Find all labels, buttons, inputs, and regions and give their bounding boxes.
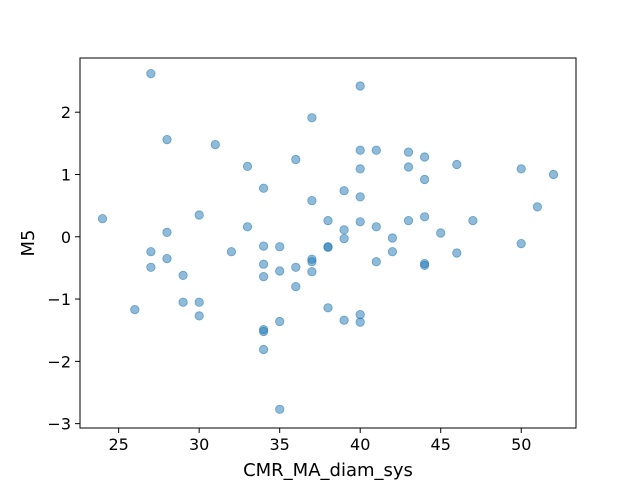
scatter-point bbox=[162, 254, 172, 264]
scatter-point bbox=[419, 212, 430, 222]
y-axis-label: M5 bbox=[18, 230, 39, 257]
scatter-point bbox=[355, 164, 365, 174]
scatter-point bbox=[387, 233, 397, 243]
scatter-point bbox=[97, 214, 108, 224]
scatter-point bbox=[355, 192, 365, 202]
scatter-point bbox=[146, 262, 156, 272]
scatter-point bbox=[275, 242, 285, 252]
scatter-point bbox=[323, 216, 333, 226]
scatter-point bbox=[162, 135, 172, 145]
y-axis: −3 −2 −1 0 1 2 bbox=[47, 103, 80, 434]
scatter-point bbox=[275, 316, 285, 327]
x-tick-label: 45 bbox=[431, 435, 451, 454]
x-tick-label: 25 bbox=[108, 435, 128, 454]
y-tick-label: 0 bbox=[61, 228, 71, 247]
scatter-point bbox=[323, 242, 333, 252]
scatter-point bbox=[436, 228, 446, 238]
scatter-point bbox=[355, 317, 365, 327]
scatter-point bbox=[419, 174, 430, 185]
scatter-point bbox=[307, 113, 317, 123]
x-axis: 25 30 35 40 45 50 bbox=[108, 428, 531, 454]
x-tick-label: 35 bbox=[270, 435, 290, 454]
scatter-point bbox=[355, 81, 365, 91]
scatter-point bbox=[258, 259, 269, 269]
scatter-point bbox=[419, 260, 430, 270]
scatter-point bbox=[307, 196, 317, 206]
y-tick-label: −3 bbox=[47, 415, 71, 434]
scatter-point bbox=[339, 225, 349, 235]
scatter-point bbox=[355, 217, 365, 227]
scatter-point bbox=[307, 267, 317, 277]
scatter-point bbox=[339, 234, 349, 244]
x-axis-label: CMR_MA_diam_sys bbox=[243, 460, 413, 480]
scatter-point bbox=[291, 154, 301, 165]
scatter-point bbox=[307, 257, 317, 267]
scatter-point bbox=[452, 248, 462, 258]
scatter-point bbox=[258, 241, 269, 251]
x-tick-label: 50 bbox=[511, 435, 531, 454]
scatter-point bbox=[468, 216, 478, 226]
scatter-point bbox=[387, 247, 397, 257]
scatter-point bbox=[194, 311, 204, 321]
scatter-point bbox=[516, 164, 526, 174]
scatter-point bbox=[275, 266, 285, 276]
scatter-point bbox=[371, 257, 381, 267]
scatter-point bbox=[403, 216, 414, 226]
x-tick-label: 30 bbox=[189, 435, 209, 454]
scatter-point bbox=[403, 147, 414, 157]
scatter-point bbox=[275, 404, 285, 414]
scatter-point bbox=[258, 326, 269, 337]
scatter-point bbox=[403, 162, 414, 172]
y-tick-label: −1 bbox=[47, 290, 71, 309]
scatter-point bbox=[194, 210, 204, 220]
scatter-point bbox=[178, 297, 188, 307]
scatter-point bbox=[339, 315, 349, 325]
scatter-point bbox=[516, 239, 526, 249]
scatter-point bbox=[452, 159, 462, 170]
scatter-point bbox=[178, 270, 188, 280]
scatter-point bbox=[291, 281, 301, 292]
scatter-point bbox=[355, 145, 365, 155]
scatter-point bbox=[226, 247, 236, 257]
scatter-point bbox=[258, 183, 269, 193]
scatter-point bbox=[146, 69, 156, 79]
y-tick-label: 2 bbox=[61, 103, 71, 122]
scatter-point bbox=[194, 297, 204, 307]
scatter-point bbox=[242, 222, 253, 232]
scatter-point bbox=[258, 271, 269, 282]
scatter-point bbox=[371, 145, 381, 155]
x-tick-label: 40 bbox=[350, 435, 370, 454]
scatter-point bbox=[548, 169, 559, 180]
y-tick-label: 1 bbox=[61, 165, 71, 184]
scatter-point bbox=[371, 222, 381, 232]
data-points bbox=[97, 69, 559, 414]
scatter-point bbox=[532, 202, 543, 212]
scatter-point bbox=[258, 344, 269, 355]
scatter-point bbox=[146, 247, 156, 257]
scatter-point bbox=[242, 161, 253, 171]
scatter-point bbox=[339, 186, 349, 196]
scatter-point bbox=[130, 304, 140, 315]
y-tick-label: −2 bbox=[47, 352, 71, 371]
scatter-point bbox=[210, 140, 220, 150]
scatter-point bbox=[162, 227, 172, 237]
scatter-point bbox=[419, 152, 430, 162]
scatter-point bbox=[291, 262, 301, 272]
scatter-point bbox=[323, 303, 333, 313]
